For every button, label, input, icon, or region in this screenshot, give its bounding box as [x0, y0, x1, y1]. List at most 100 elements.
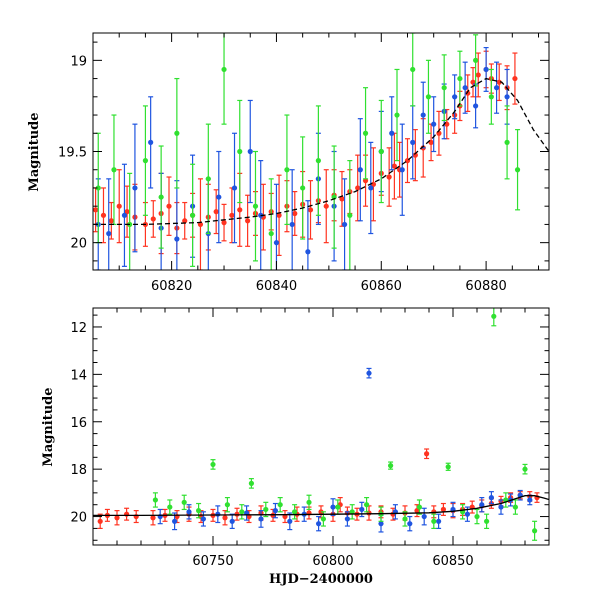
top-series-1-point — [473, 103, 479, 109]
top-series-0-point — [323, 203, 329, 209]
top-series-2-point — [488, 94, 494, 100]
bottom-series-1-point — [272, 508, 278, 514]
bottom-series-1-point — [527, 497, 533, 503]
bottom-series-1-point — [316, 521, 322, 527]
bottom-series-2-point — [512, 504, 519, 510]
bottom-series-2-point — [532, 528, 538, 534]
bottom-series-2-point — [210, 461, 216, 468]
top-series-1-point — [389, 130, 395, 136]
bottom-series-2-point — [181, 499, 187, 505]
top-series-2-point — [111, 167, 117, 173]
top-series-2-point — [315, 158, 321, 164]
top-x-tick-label: 60840 — [256, 279, 297, 294]
top-series-1-point — [174, 236, 180, 242]
top-series-0-point — [213, 209, 219, 215]
top-series-2-point — [425, 94, 432, 100]
bottom-y-tick-label: 14 — [70, 368, 87, 383]
top-series-2-point — [347, 212, 353, 218]
top-x-tick-label: 60860 — [361, 279, 402, 294]
top-series-0-point — [355, 185, 361, 191]
top-series-0-point — [339, 196, 345, 202]
top-data-layer — [93, 33, 549, 270]
bottom-series-2-point — [306, 499, 312, 505]
top-series-0-point — [166, 203, 172, 209]
top-series-1-point — [247, 148, 253, 155]
bottom-series-2-point — [263, 506, 269, 513]
top-series-0-point — [100, 212, 107, 218]
top-series-2-point — [221, 66, 227, 73]
top-model-curve — [93, 77, 549, 226]
bottom-series-2-point — [522, 466, 528, 472]
bottom-series-0-point — [234, 511, 240, 517]
bottom-data-layer — [93, 308, 549, 541]
bottom-x-tick-label: 60800 — [312, 554, 353, 569]
bottom-y-tick-label: 20 — [70, 511, 87, 526]
bottom-series-1-point — [436, 518, 442, 524]
bottom-series-2-point — [484, 518, 490, 524]
top-series-0-point — [465, 90, 471, 96]
top-y-tick-label: 20 — [70, 237, 87, 252]
top-series-2-point — [362, 130, 369, 136]
top-series-2-point — [95, 185, 101, 191]
top-series-2-point — [514, 167, 521, 173]
top-series-0-point — [276, 212, 282, 218]
top-series-1-point — [368, 185, 374, 191]
top-series-0-point — [391, 163, 397, 169]
bottom-series-2-point — [416, 504, 422, 510]
top-series-0-point — [292, 210, 298, 217]
bottom-x-tick-label: 60750 — [192, 554, 233, 569]
top-series-1-point — [216, 194, 222, 200]
top-series-2-point — [473, 57, 479, 63]
bottom-series-1-point — [378, 521, 384, 527]
top-series-1-point — [483, 66, 489, 73]
bottom-panel-frame — [92, 307, 550, 546]
top-series-2-point — [284, 167, 290, 173]
top-series-0-point — [245, 218, 251, 224]
bottom-series-0-point — [222, 515, 228, 521]
bottom-y-tick-label: 18 — [70, 463, 87, 478]
bottom-series-1-point — [464, 511, 470, 517]
bottom-series-0-point — [97, 518, 103, 524]
bottom-series-2-point — [248, 480, 254, 486]
bottom-series-1-point — [229, 518, 235, 524]
top-series-2-point — [252, 203, 259, 209]
top-series-2-point — [189, 212, 196, 218]
top-series-1-point — [341, 221, 348, 228]
bottom-series-2-point — [335, 504, 341, 510]
top-x-tick-label: 60820 — [151, 279, 192, 294]
bottom-series-2-point — [474, 513, 480, 520]
bottom-series-1-point — [407, 521, 413, 527]
bottom-series-2-point — [292, 509, 298, 515]
bottom-series-1-point — [479, 502, 485, 508]
top-series-0-point — [197, 221, 204, 228]
top-series-2-point — [237, 148, 243, 155]
top-series-1-point — [305, 249, 311, 255]
bottom-plot-area — [93, 308, 549, 541]
top-x-tick-label: 60880 — [465, 279, 506, 294]
top-series-0-point — [150, 216, 156, 222]
top-series-0-point — [116, 203, 122, 209]
top-series-0-point — [221, 220, 227, 226]
top-series-0-point — [386, 174, 392, 180]
bottom-series-1-point — [186, 509, 192, 515]
bottom-series-2-point — [491, 313, 497, 319]
bottom-series-2-point — [152, 497, 158, 503]
top-series-0-point — [475, 72, 481, 78]
top-series-2-point — [142, 158, 149, 164]
bottom-series-2-point — [388, 463, 394, 469]
top-series-1-point — [399, 167, 405, 173]
bottom-ticks: 60750 60800 60850 12 14 16 18 20 — [70, 308, 550, 569]
top-series-0-point — [124, 209, 130, 215]
top-series-2-point — [504, 139, 510, 145]
top-series-0-point — [496, 79, 502, 85]
bottom-series-1-point — [200, 516, 206, 522]
top-series-2-point — [378, 148, 384, 155]
bottom-series-2-point — [349, 509, 355, 515]
top-plot-area — [93, 33, 549, 270]
bottom-series-0-point — [133, 513, 139, 520]
top-series-1-point — [273, 240, 280, 246]
top-series-2-point — [394, 112, 400, 118]
top-series-1-point — [106, 230, 112, 237]
bottom-series-2-point — [402, 516, 408, 522]
